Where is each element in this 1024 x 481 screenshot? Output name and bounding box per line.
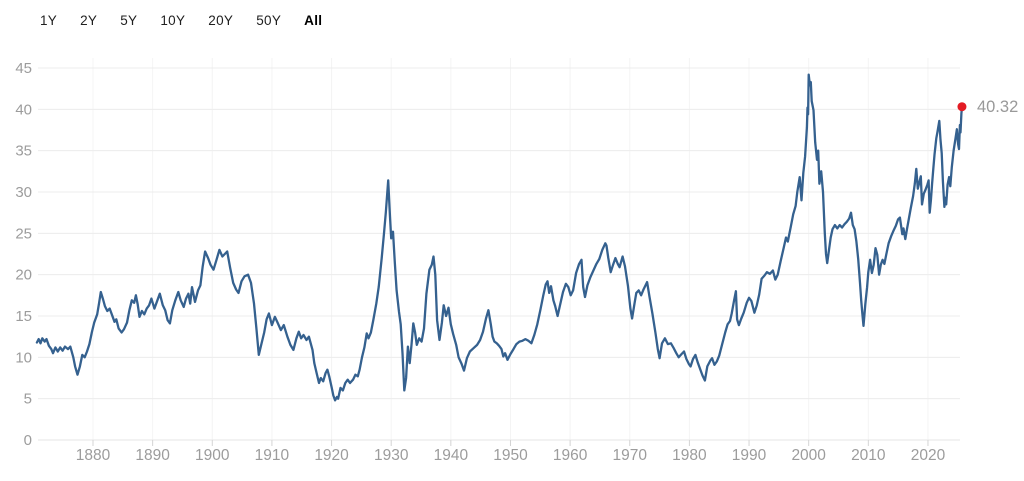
x-axis-label: 1920	[314, 447, 349, 464]
x-axis-label: 1970	[613, 447, 648, 464]
x-axis-label: 1930	[374, 447, 409, 464]
data-line	[35, 73, 964, 402]
x-axis-label: 1880	[76, 447, 111, 464]
x-axis-label: 1960	[553, 447, 588, 464]
x-axis-label: 2010	[851, 447, 886, 464]
range-button-5y[interactable]: 5Y	[120, 13, 138, 28]
range-toolbar: 1Y 2Y 5Y 10Y 20Y 50Y All	[40, 13, 322, 28]
x-axis-label: 1910	[255, 447, 290, 464]
x-axis-label: 1990	[732, 447, 767, 464]
last-point-dot	[957, 102, 967, 112]
last-value-label: 40.32	[977, 98, 1018, 116]
y-axis-label: 35	[15, 143, 32, 160]
x-axis-label: 1900	[195, 447, 230, 464]
range-button-2y[interactable]: 2Y	[80, 13, 98, 28]
range-button-10y[interactable]: 10Y	[160, 13, 186, 28]
x-axis-label: 1980	[672, 447, 707, 464]
y-axis-label: 0	[24, 432, 32, 449]
y-axis-label: 10	[15, 349, 32, 366]
y-axis-label: 15	[15, 308, 32, 325]
range-button-20y[interactable]: 20Y	[208, 13, 234, 28]
y-axis-label: 40	[15, 101, 32, 118]
x-axis-label: 2020	[911, 447, 946, 464]
x-axis-label: 1940	[434, 447, 469, 464]
x-axis-label: 1890	[135, 447, 170, 464]
x-axis-label: 2000	[791, 447, 826, 464]
y-axis-label: 20	[15, 267, 32, 284]
range-button-50y[interactable]: 50Y	[256, 13, 282, 28]
y-axis-label: 30	[15, 184, 32, 201]
range-button-all[interactable]: All	[304, 13, 323, 28]
y-axis-label: 45	[15, 60, 32, 77]
x-axis-label: 1950	[493, 447, 528, 464]
y-axis-label: 25	[15, 225, 32, 242]
y-axis-label: 5	[24, 391, 32, 408]
range-button-1y[interactable]: 1Y	[40, 13, 58, 28]
